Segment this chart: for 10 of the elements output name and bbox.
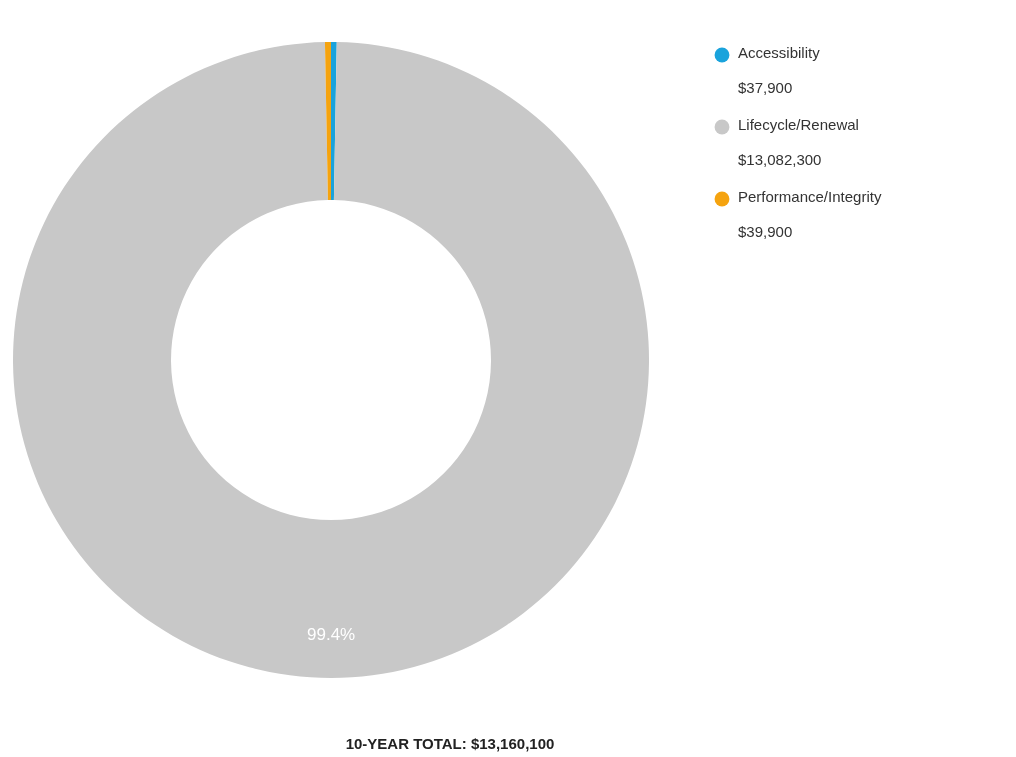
legend-label: Accessibility bbox=[738, 44, 821, 61]
donut-slice bbox=[13, 42, 649, 678]
donut-slice bbox=[324, 42, 331, 201]
data-label: $37,900 bbox=[738, 79, 793, 96]
legend-label: Lifecycle/Renewal bbox=[738, 116, 859, 133]
text: 10-YEAR TOTAL: $13,160,100 bbox=[345, 735, 555, 752]
legend-label: Performance/Integrity bbox=[738, 188, 882, 205]
data-label: $13,082,300 bbox=[738, 151, 822, 168]
data-label: $39,900 bbox=[738, 223, 793, 240]
donut-slice bbox=[331, 42, 337, 201]
